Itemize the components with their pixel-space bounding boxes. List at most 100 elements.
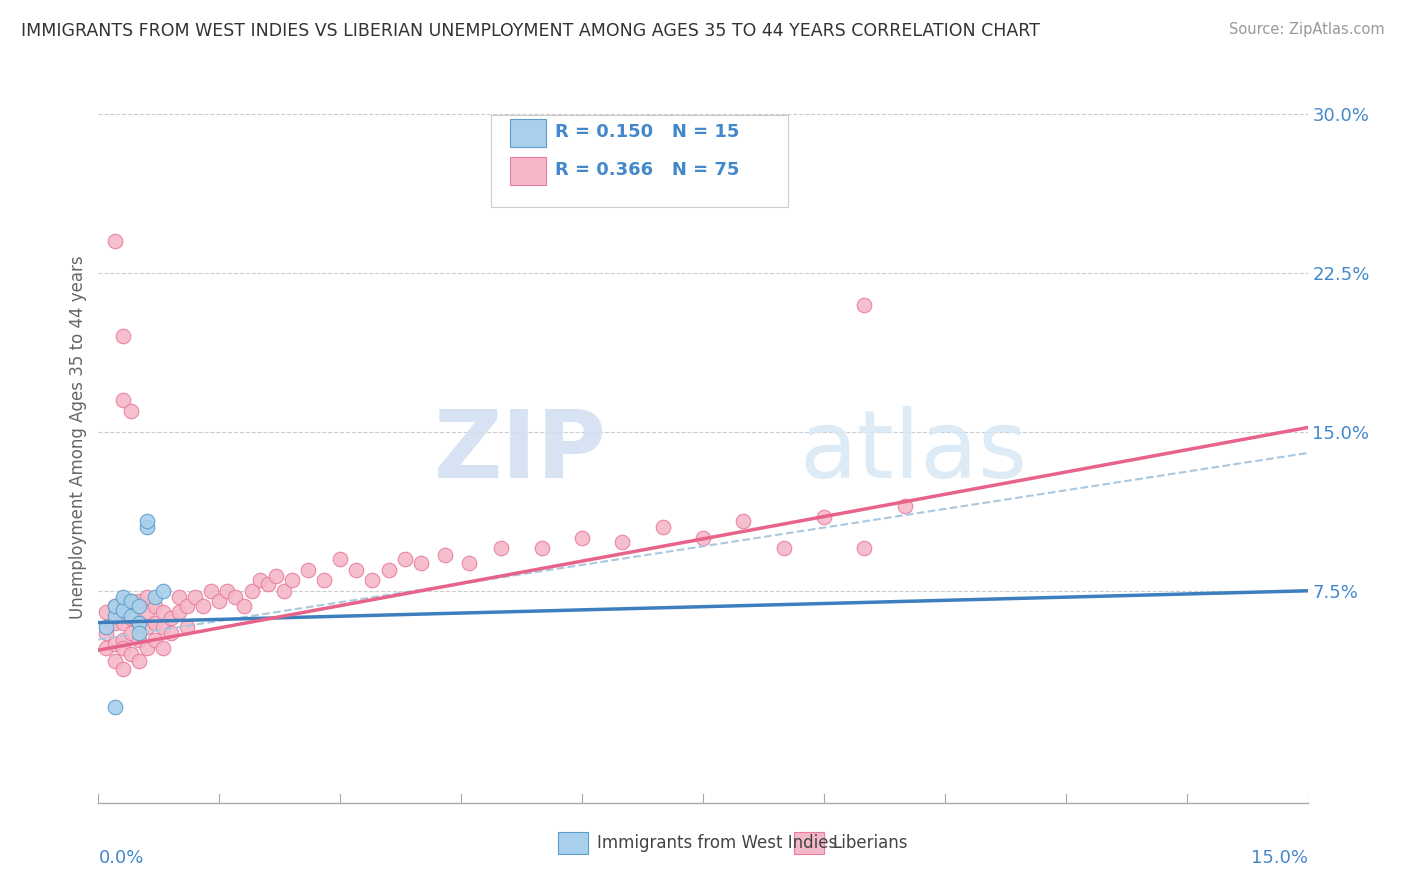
Point bbox=[612, 535, 634, 549]
Point bbox=[434, 548, 457, 562]
Point bbox=[651, 520, 673, 534]
Point bbox=[152, 620, 174, 634]
Y-axis label: Unemployment Among Ages 35 to 44 years: Unemployment Among Ages 35 to 44 years bbox=[69, 255, 87, 619]
Text: IMMIGRANTS FROM WEST INDIES VS LIBERIAN UNEMPLOYMENT AMONG AGES 35 TO 44 YEARS C: IMMIGRANTS FROM WEST INDIES VS LIBERIAN … bbox=[21, 22, 1040, 40]
Point bbox=[240, 583, 263, 598]
Point bbox=[111, 594, 134, 608]
Point bbox=[176, 599, 198, 613]
Point bbox=[344, 563, 367, 577]
Point bbox=[103, 599, 125, 613]
Point bbox=[103, 599, 125, 613]
Point bbox=[224, 590, 246, 604]
Point bbox=[733, 514, 755, 528]
Point bbox=[772, 541, 794, 556]
Point bbox=[143, 615, 166, 630]
Point bbox=[111, 662, 134, 676]
Point bbox=[530, 541, 553, 556]
Point bbox=[273, 583, 295, 598]
Point bbox=[111, 632, 134, 647]
FancyBboxPatch shape bbox=[492, 115, 787, 207]
Point bbox=[200, 583, 222, 598]
Point bbox=[96, 626, 118, 640]
Point bbox=[103, 615, 125, 630]
Point bbox=[120, 648, 142, 662]
Point bbox=[135, 605, 157, 619]
Point bbox=[217, 583, 239, 598]
Bar bbox=[509, 157, 546, 185]
Point bbox=[135, 640, 157, 655]
Point bbox=[458, 556, 481, 570]
Point bbox=[103, 609, 125, 624]
Point bbox=[176, 620, 198, 634]
Point bbox=[128, 632, 150, 647]
Point bbox=[853, 541, 876, 556]
Point bbox=[256, 577, 278, 591]
Point bbox=[152, 640, 174, 655]
Point bbox=[103, 654, 125, 668]
Point bbox=[853, 297, 876, 311]
Bar bbox=[558, 832, 588, 854]
Point bbox=[96, 620, 118, 634]
Point bbox=[111, 615, 134, 630]
Point bbox=[160, 611, 183, 625]
Point bbox=[120, 611, 142, 625]
Text: Immigrants from West Indies: Immigrants from West Indies bbox=[596, 834, 837, 852]
Text: R = 0.366   N = 75: R = 0.366 N = 75 bbox=[555, 161, 740, 178]
Bar bbox=[509, 119, 546, 146]
Point bbox=[152, 583, 174, 598]
Point bbox=[184, 590, 207, 604]
Bar bbox=[793, 832, 824, 854]
Point bbox=[96, 640, 118, 655]
Point bbox=[128, 615, 150, 630]
Point bbox=[111, 329, 134, 343]
Point bbox=[128, 626, 150, 640]
Text: Source: ZipAtlas.com: Source: ZipAtlas.com bbox=[1229, 22, 1385, 37]
Point bbox=[143, 599, 166, 613]
Point bbox=[135, 520, 157, 534]
Point bbox=[120, 609, 142, 624]
Point bbox=[264, 569, 287, 583]
Text: 15.0%: 15.0% bbox=[1250, 849, 1308, 867]
Point bbox=[491, 541, 513, 556]
Point bbox=[692, 531, 714, 545]
Point bbox=[571, 531, 593, 545]
Point bbox=[314, 573, 336, 587]
Point bbox=[377, 563, 399, 577]
Text: Liberians: Liberians bbox=[832, 834, 908, 852]
Point bbox=[232, 599, 254, 613]
Point bbox=[103, 637, 125, 651]
Point bbox=[297, 563, 319, 577]
Point bbox=[128, 615, 150, 630]
Point bbox=[152, 605, 174, 619]
Point bbox=[813, 509, 835, 524]
Point bbox=[111, 640, 134, 655]
Point bbox=[128, 599, 150, 613]
Point bbox=[208, 594, 231, 608]
Text: ZIP: ZIP bbox=[433, 406, 606, 498]
Text: R = 0.150   N = 15: R = 0.150 N = 15 bbox=[555, 122, 740, 141]
Point bbox=[103, 234, 125, 248]
Point bbox=[329, 552, 352, 566]
Point bbox=[193, 599, 215, 613]
Point bbox=[167, 605, 190, 619]
Point bbox=[120, 594, 142, 608]
Point bbox=[120, 594, 142, 608]
Point bbox=[143, 632, 166, 647]
Point bbox=[128, 654, 150, 668]
Point bbox=[103, 700, 125, 714]
Point bbox=[135, 590, 157, 604]
Point bbox=[249, 573, 271, 587]
Point bbox=[111, 392, 134, 407]
Point bbox=[394, 552, 416, 566]
Text: 0.0%: 0.0% bbox=[98, 849, 143, 867]
Point bbox=[111, 590, 134, 604]
Text: atlas: atlas bbox=[800, 406, 1028, 498]
Point bbox=[281, 573, 304, 587]
Point bbox=[167, 590, 190, 604]
Point bbox=[143, 590, 166, 604]
Point bbox=[120, 403, 142, 417]
Point bbox=[96, 605, 118, 619]
Point bbox=[409, 556, 432, 570]
Point bbox=[128, 594, 150, 608]
Point bbox=[135, 620, 157, 634]
